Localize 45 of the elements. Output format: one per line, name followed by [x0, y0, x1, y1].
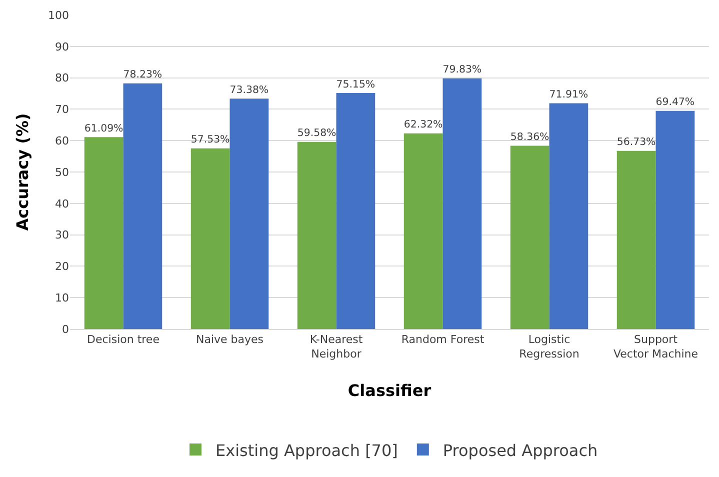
y-tick-label: 80	[55, 72, 69, 85]
y-tick-label: 40	[55, 197, 69, 210]
bar	[656, 110, 695, 329]
x-tick-label: K-Nearest Neighbor	[310, 333, 364, 360]
y-tick-label: 70	[55, 103, 69, 116]
data-label: 75.15%	[336, 79, 376, 90]
y-tick-label: 100	[48, 8, 69, 22]
x-tick-label: Naive bayes	[196, 333, 264, 346]
bar	[549, 103, 588, 329]
y-tick-label: 90	[55, 40, 69, 54]
bar	[230, 98, 269, 329]
bar	[404, 133, 443, 329]
x-tick-label: Logistic Regression	[519, 333, 580, 360]
y-tick-label: 60	[55, 134, 69, 148]
data-label: 71.91%	[549, 89, 588, 100]
legend-label: Proposed Approach	[442, 440, 598, 460]
data-label: 56.73%	[616, 137, 656, 148]
y-tick-label: 50	[55, 166, 69, 179]
data-label: 79.83%	[442, 64, 482, 76]
data-label: 57.53%	[190, 134, 230, 146]
y-tick-label: 20	[55, 260, 69, 274]
bar	[442, 78, 482, 329]
x-axis-title: Classifier	[348, 381, 432, 400]
data-label: 78.23%	[123, 70, 162, 81]
bar	[297, 142, 336, 329]
y-axis-title: Accuracy (%)	[12, 113, 32, 231]
bar	[616, 150, 656, 329]
y-tick-label: 30	[55, 228, 69, 242]
bar	[336, 93, 376, 329]
bar	[84, 137, 124, 329]
y-tick-label: 0	[62, 322, 69, 336]
bar	[123, 83, 162, 329]
bar	[190, 148, 230, 329]
x-tick-label: Support Vector Machine	[613, 333, 698, 360]
data-label: 62.32%	[404, 120, 444, 131]
data-label: 58.36%	[510, 132, 550, 143]
data-label: 73.38%	[230, 84, 269, 96]
data-label: 61.09%	[84, 123, 124, 134]
y-tick-label: 10	[55, 291, 69, 304]
x-tick-label: Random Forest	[401, 333, 485, 346]
data-label: 69.47%	[656, 97, 695, 108]
legend-label: Existing Approach [70]	[216, 440, 398, 460]
bar	[510, 146, 550, 329]
data-label: 59.58%	[297, 128, 337, 140]
x-tick-label: Decision tree	[87, 333, 160, 346]
